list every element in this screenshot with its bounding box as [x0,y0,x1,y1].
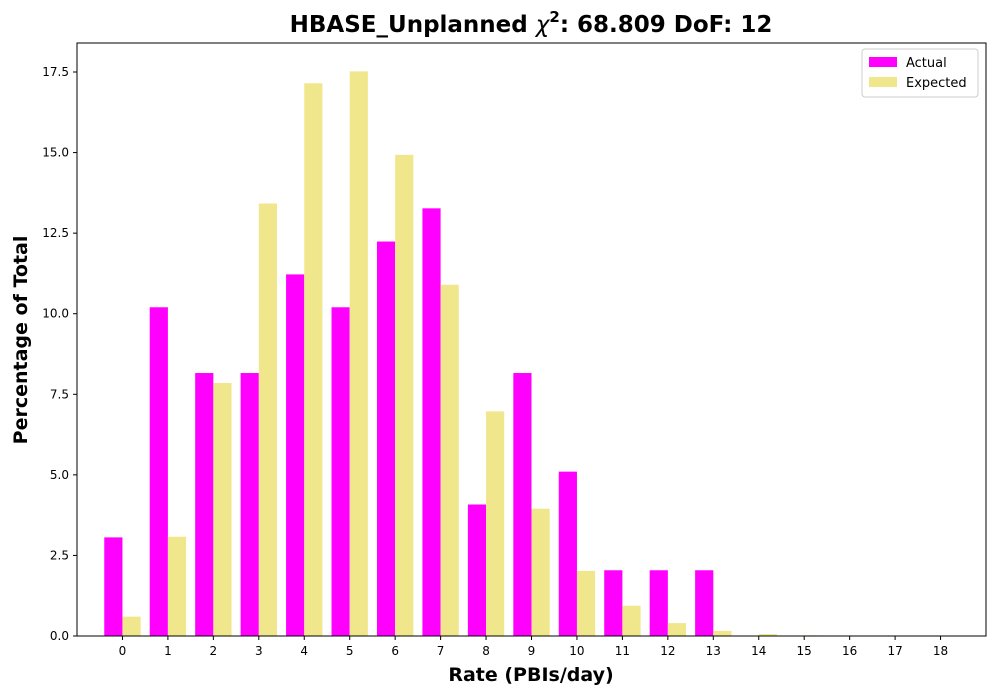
bar-expected-0 [122,616,141,636]
bar-actual-10 [558,471,577,636]
bar-actual-5 [331,307,350,636]
x-tick-label: 3 [255,644,263,658]
x-tick-label: 10 [569,644,584,658]
x-axis-label: Rate (PBIs/day) [448,664,613,686]
x-tick-label: 14 [751,644,766,658]
bar-actual-8 [467,504,487,636]
bar-expected-4 [304,83,323,636]
legend-swatch-actual [869,57,897,67]
bar-expected-8 [486,411,505,636]
x-tick-label: 6 [391,644,399,658]
bar-expected-11 [622,605,641,636]
x-tick-label: 18 [933,644,948,658]
bar-actual-0 [104,537,123,636]
legend: Actual Expected [861,48,979,98]
y-tick-label: 0.0 [50,629,69,643]
bar-expected-14 [758,634,777,636]
bar-expected-7 [440,284,459,636]
x-tick-label: 4 [300,644,308,658]
y-tick-label: 2.5 [50,548,69,562]
bar-actual-9 [513,373,532,636]
bar-actual-4 [286,274,305,636]
bar-expected-9 [531,508,550,636]
bar-actual-2 [195,373,214,636]
bar-expected-10 [576,570,596,636]
y-axis-ticks: 0.0 2.5 5.0 7.5 10.0 12.5 15.0 17.5 [42,65,77,643]
bar-expected-2 [213,383,232,636]
x-tick-label: 17 [887,644,902,658]
x-tick-label: 7 [437,644,445,658]
plot-frame [76,42,987,637]
bar-actual-12 [649,570,668,636]
bar-expected-6 [395,154,414,636]
y-tick-label: 17.5 [42,65,69,79]
x-axis-ticks: 0 1 2 3 4 5 6 7 8 9 10 11 12 13 14 15 16 17 18 [119,636,948,658]
y-tick-label: 10.0 [42,307,69,321]
bar-actual-7 [422,208,441,636]
legend-label-expected: Expected [906,76,967,91]
bar-actual-13 [695,570,714,636]
bar-actual-1 [149,307,168,636]
y-tick-label: 15.0 [42,146,69,160]
x-tick-label: 2 [210,644,218,658]
legend-swatch-expected [869,77,897,87]
bar-expected-3 [258,203,277,636]
x-tick-label: 16 [842,644,857,658]
x-tick-label: 0 [119,644,127,658]
legend-label-actual: Actual [906,56,947,71]
x-tick-label: 13 [706,644,721,658]
chart-title: HBASE_Unplanned χ2: 68.809 DoF: 12 [290,8,773,38]
y-tick-label: 5.0 [50,468,69,482]
bar-expected-1 [167,536,187,636]
bar-expected-12 [667,623,687,636]
bars-group [104,71,868,637]
bar-expected-5 [349,71,368,637]
x-tick-label: 5 [346,644,354,658]
bar-expected-13 [713,630,732,636]
y-tick-label: 7.5 [50,387,69,401]
bar-actual-6 [376,241,396,636]
x-tick-label: 9 [528,644,536,658]
x-tick-label: 1 [164,644,172,658]
x-tick-label: 12 [660,644,675,658]
x-tick-label: 15 [797,644,812,658]
x-tick-label: 11 [615,644,630,658]
x-tick-label: 8 [482,644,490,658]
bar-actual-3 [240,373,259,636]
y-tick-label: 12.5 [42,226,69,240]
bar-actual-11 [604,570,623,636]
y-axis-label: Percentage of Total [10,236,32,445]
